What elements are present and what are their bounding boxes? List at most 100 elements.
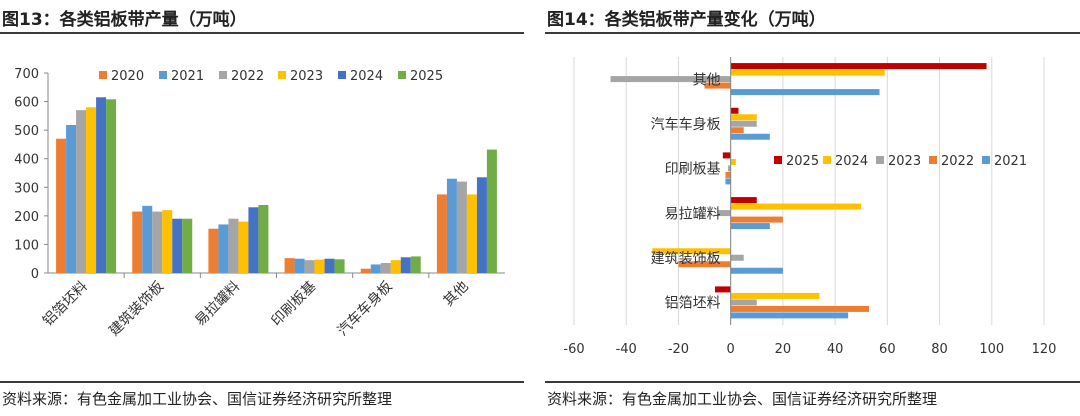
- y-category-label: 印刷板基: [665, 161, 721, 178]
- legend-label: 2022: [231, 69, 264, 84]
- source-note: 资料来源：有色金属加工业协会、国信证券经济研究所整理: [547, 390, 938, 408]
- bar-2023: [86, 107, 97, 274]
- legend-swatch: [823, 156, 831, 164]
- bar-2020: [56, 138, 67, 273]
- bar-2021: [218, 224, 229, 273]
- source-rule: [545, 381, 1080, 383]
- x-tick-label: -40: [616, 342, 637, 357]
- y-category-label: 铝箔坯料: [665, 296, 721, 312]
- legend-label: 2020: [111, 69, 144, 84]
- bar-2022: [380, 263, 391, 273]
- bar-2024: [400, 257, 411, 273]
- bar-2021: [446, 178, 457, 273]
- legend-label: 2025: [786, 154, 819, 169]
- bar-2025: [182, 218, 193, 273]
- bar-2022: [678, 261, 731, 268]
- x-category-label: 建筑装饰板: [106, 279, 167, 340]
- bar-2022: [456, 181, 467, 273]
- bar-2023: [390, 260, 401, 273]
- bar-2024: [730, 114, 757, 121]
- y-category-label: 汽车车身板: [651, 116, 721, 133]
- x-tick-label: 20: [775, 342, 792, 357]
- title-rule: [545, 32, 1080, 34]
- bar-2021: [370, 264, 381, 273]
- x-tick-label: 80: [931, 342, 948, 357]
- x-category-label: 汽车车身板: [334, 278, 396, 340]
- bar-2024: [476, 177, 487, 273]
- bar-2020: [208, 228, 219, 273]
- bar-2025: [715, 286, 731, 293]
- legend-swatch: [278, 71, 286, 79]
- bar-2021: [294, 258, 305, 273]
- bar-2022: [228, 218, 239, 273]
- bar-2023: [730, 120, 757, 127]
- x-tick-label: 60: [879, 342, 896, 357]
- bar-2023: [162, 210, 173, 273]
- bar-2024: [324, 258, 335, 273]
- legend-label: 2022: [941, 154, 974, 169]
- y-tick-label: 500: [14, 124, 39, 139]
- chart-panel-production: 图13：各类铝板带产量（万吨） 0 100 200 300 400 500 600 700 铝箔…: [0, 0, 524, 416]
- chart-title: 图14：各类铝板带产量变化（万吨）: [547, 10, 826, 30]
- bar-2021: [730, 267, 783, 274]
- x-category-label: 其他: [441, 279, 472, 310]
- bar-2022: [730, 216, 783, 223]
- bar-2023: [466, 194, 477, 273]
- bar-2024: [730, 69, 885, 76]
- legend-label: 2024: [835, 154, 868, 169]
- bar-2023: [717, 210, 731, 217]
- y-tick-label: 400: [14, 153, 39, 168]
- bar-2021: [730, 89, 880, 96]
- bar-2020: [436, 194, 447, 273]
- legend-swatch: [338, 71, 346, 79]
- source-rule: [0, 381, 524, 383]
- chart-title: 图13：各类铝板带产量（万吨）: [2, 10, 247, 30]
- bar-2022: [730, 305, 870, 312]
- bar-2025: [410, 256, 421, 273]
- y-category-label: 易拉罐料: [665, 206, 721, 222]
- legend-swatch: [99, 71, 107, 79]
- bar-2021: [730, 133, 770, 140]
- x-tick-label: 120: [1032, 342, 1057, 357]
- bar-2025: [730, 63, 987, 70]
- y-tick-label: 200: [14, 210, 39, 225]
- bar-2025: [334, 259, 345, 273]
- x-tick-label: 0: [727, 342, 735, 357]
- legend-label: 2021: [171, 69, 204, 84]
- y-tick-label: 600: [14, 96, 39, 111]
- bar-2022: [725, 171, 731, 178]
- y-category-label: 建筑装饰板: [651, 251, 721, 267]
- y-category-label: 其他: [693, 72, 721, 88]
- legend-swatch: [219, 71, 227, 79]
- x-category-label: 易拉罐料: [192, 279, 243, 330]
- legend-swatch: [982, 156, 990, 164]
- bar-2024: [730, 292, 820, 299]
- bar-2023: [728, 165, 731, 172]
- y-tick-label: 700: [14, 67, 39, 82]
- bar-2024: [730, 203, 862, 210]
- legend-label: 2023: [888, 154, 921, 169]
- x-tick-label: 40: [827, 342, 844, 357]
- bar-2022: [76, 110, 87, 274]
- bar-2021: [725, 178, 731, 185]
- bar-2023: [730, 299, 757, 306]
- bar-2023: [314, 259, 325, 273]
- bar-2024: [652, 248, 731, 255]
- legend-label: 2023: [290, 69, 323, 84]
- bar-2020: [132, 211, 143, 273]
- title-rule: [0, 32, 524, 34]
- bar-chart-production: 0 100 200 300 400 500 600 700 铝箔坯料 建筑装饰板 易拉罐料 印刷板基汽…: [14, 67, 505, 340]
- bar-2022: [704, 82, 731, 89]
- bar-2024: [96, 97, 107, 274]
- bar-chart-change: -60 -40 -20 0 20 40 60 80 100 120 其他汽车车身板印刷板基易拉罐料建…: [563, 57, 1057, 357]
- chart-panel-change: 图14：各类铝板带产量变化（万吨） -60 -40 -20 0 20 40 60 80 100 1…: [545, 0, 1080, 416]
- x-tick-label: 100: [979, 342, 1004, 357]
- source-note: 资料来源：有色金属加工业协会、国信证券经济研究所整理: [2, 390, 393, 408]
- x-tick-label: -20: [668, 342, 689, 357]
- legend-swatch: [876, 156, 884, 164]
- bar-2023: [730, 254, 744, 261]
- legend-label: 2024: [350, 69, 383, 84]
- bar-2021: [730, 223, 770, 230]
- bar-2024: [172, 218, 183, 273]
- y-tick-label: 100: [14, 238, 39, 253]
